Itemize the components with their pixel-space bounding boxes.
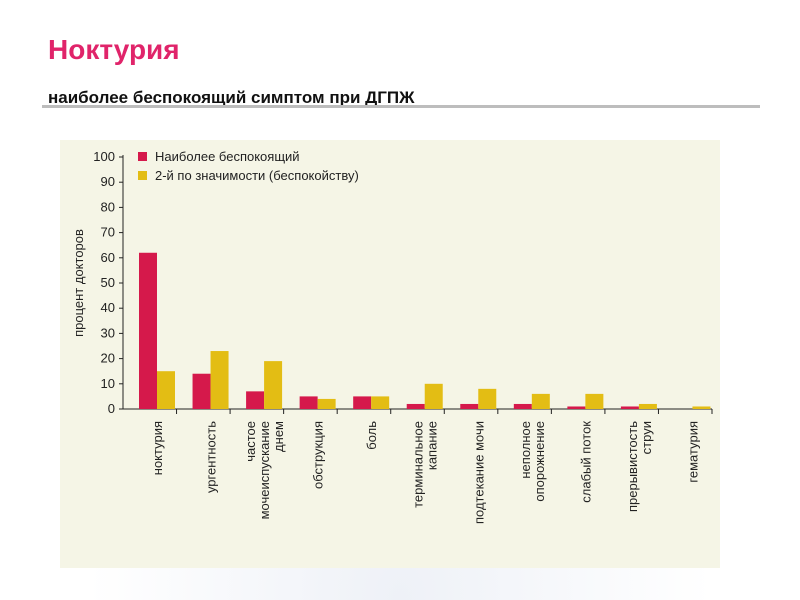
bar-most-bothersome <box>406 403 425 409</box>
y-tick-label: 50 <box>101 275 115 290</box>
bar-second-bothersome <box>210 351 229 409</box>
bar-second-bothersome <box>371 396 390 409</box>
y-tick-label: 80 <box>101 199 115 214</box>
bar-second-bothersome <box>531 393 550 409</box>
x-category-label: терминальное <box>411 421 426 508</box>
y-axis-title: процент докторов <box>71 229 86 337</box>
chart-panel <box>60 140 720 568</box>
y-tick-label: 20 <box>101 351 115 366</box>
slide-title: Ноктурия <box>48 34 180 65</box>
bar-second-bothersome <box>638 403 657 409</box>
x-tick-labels: ноктурия ургентность частое мочеиспускание д… <box>150 409 713 524</box>
x-category-label: ургентность <box>204 421 219 493</box>
legend: Наиболее беспокоящий 2-й по значимости (б… <box>138 149 359 183</box>
x-category-label: опорожнение <box>532 421 547 502</box>
y-tick-label: 30 <box>101 325 115 340</box>
bars <box>139 252 711 409</box>
x-category-label: обструкция <box>311 421 326 489</box>
x-category-label: слабый поток <box>578 421 593 503</box>
legend-swatch <box>138 152 147 161</box>
bar-most-bothersome <box>353 396 372 409</box>
bar-most-bothersome <box>567 406 586 409</box>
legend-swatch <box>138 171 147 180</box>
bar-second-bothersome <box>585 393 604 409</box>
bar-most-bothersome <box>460 403 479 409</box>
y-tick-label: 40 <box>101 300 115 315</box>
bar-most-bothersome <box>620 406 639 409</box>
bar-second-bothersome <box>157 371 175 409</box>
bar-second-bothersome <box>424 383 443 409</box>
bar-most-bothersome <box>513 403 532 409</box>
x-category-label: струи <box>639 421 654 454</box>
x-category-label: частое <box>243 421 258 462</box>
bar-second-bothersome <box>317 398 336 409</box>
bar-second-bothersome <box>264 361 283 409</box>
bar-most-bothersome <box>299 396 318 409</box>
x-category-label: подтекание мочи <box>471 421 486 524</box>
bar-second-bothersome <box>478 388 497 409</box>
bar-most-bothersome <box>246 391 265 409</box>
y-axis-title-group: процент докторов <box>71 229 86 337</box>
y-tick-label: 70 <box>101 225 115 240</box>
title-divider <box>42 105 760 108</box>
y-tick-label: 60 <box>101 250 115 265</box>
y-tick-label: 100 <box>93 149 115 164</box>
x-category-label: боль <box>364 421 379 450</box>
y-tick-label: 90 <box>101 174 115 189</box>
x-category-label: днем <box>271 421 286 452</box>
y-tick-label: 10 <box>101 376 115 391</box>
x-category-label: капание <box>425 421 440 470</box>
x-category-label: гематурия <box>685 421 700 483</box>
slide-subtitle: наиболее беспокоящий симптом при ДГПЖ <box>48 88 415 107</box>
x-category-label: прерывистость <box>625 421 640 512</box>
y-ticks: 0 10 20 30 40 50 60 70 80 90 100 <box>93 149 123 416</box>
bar-second-bothersome <box>692 406 711 409</box>
x-category-label: мочеиспускание <box>257 421 272 519</box>
x-category-label: ноктурия <box>150 421 165 475</box>
legend-label: 2-й по значимости (беспокойству) <box>155 168 359 183</box>
legend-label: Наиболее беспокоящий <box>155 149 300 164</box>
bar-most-bothersome <box>192 373 211 409</box>
bar-most-bothersome <box>139 252 157 409</box>
x-category-label: неполное <box>518 421 533 479</box>
y-tick-label: 0 <box>108 401 115 416</box>
